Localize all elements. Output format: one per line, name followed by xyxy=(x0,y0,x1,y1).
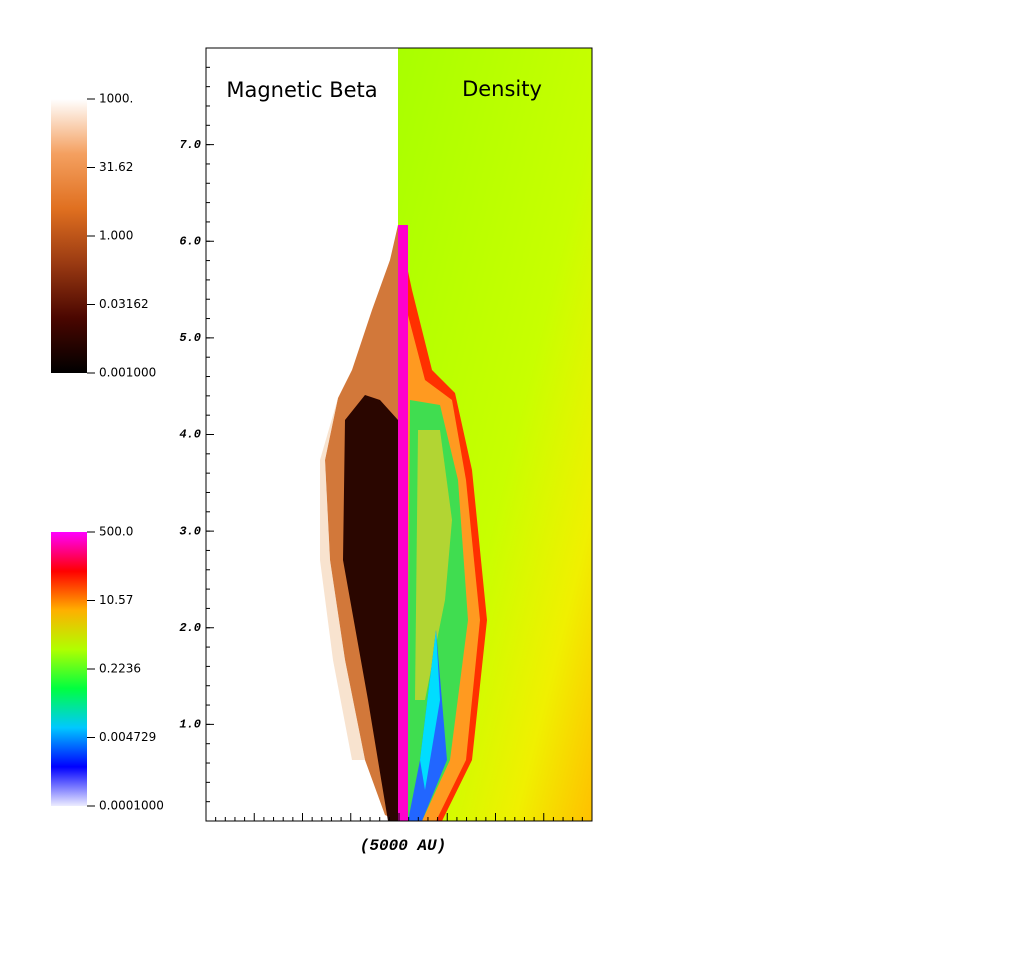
y-tick-label: 7.0 xyxy=(179,138,201,152)
colorbar-tick-label: 0.001000 xyxy=(99,366,156,380)
colorbar-tick-label: 0.0001000 xyxy=(99,799,164,813)
colorbar xyxy=(51,99,87,373)
colorbar-tick-label: 0.03162 xyxy=(99,297,149,311)
colorbar xyxy=(51,532,87,806)
y-tick-label: 1.0 xyxy=(179,718,201,732)
colorbar-tick-label: 31.62 xyxy=(99,160,133,174)
colorbar-tick-label: 500.0 xyxy=(99,525,133,539)
colorbar-tick-label: 10.57 xyxy=(99,593,133,607)
colorbar-tick-label: 0.004729 xyxy=(99,730,156,744)
y-tick-label: 4.0 xyxy=(179,428,201,442)
x-axis-label: (5000 AU) xyxy=(360,837,446,855)
field xyxy=(206,48,592,821)
colorbar-tick-label: 0.2236 xyxy=(99,662,141,676)
panel-title: Magnetic Beta xyxy=(226,78,377,102)
y-tick-label: 6.0 xyxy=(179,234,201,248)
y-tick-label: 5.0 xyxy=(179,331,201,345)
colorbar-tick-label: 1.000 xyxy=(99,229,133,243)
colorbar-tick-label: 1000. xyxy=(99,92,133,106)
panel-title: Density xyxy=(462,77,542,101)
y-tick-label: 2.0 xyxy=(179,621,201,635)
y-tick-label: 3.0 xyxy=(179,524,201,538)
